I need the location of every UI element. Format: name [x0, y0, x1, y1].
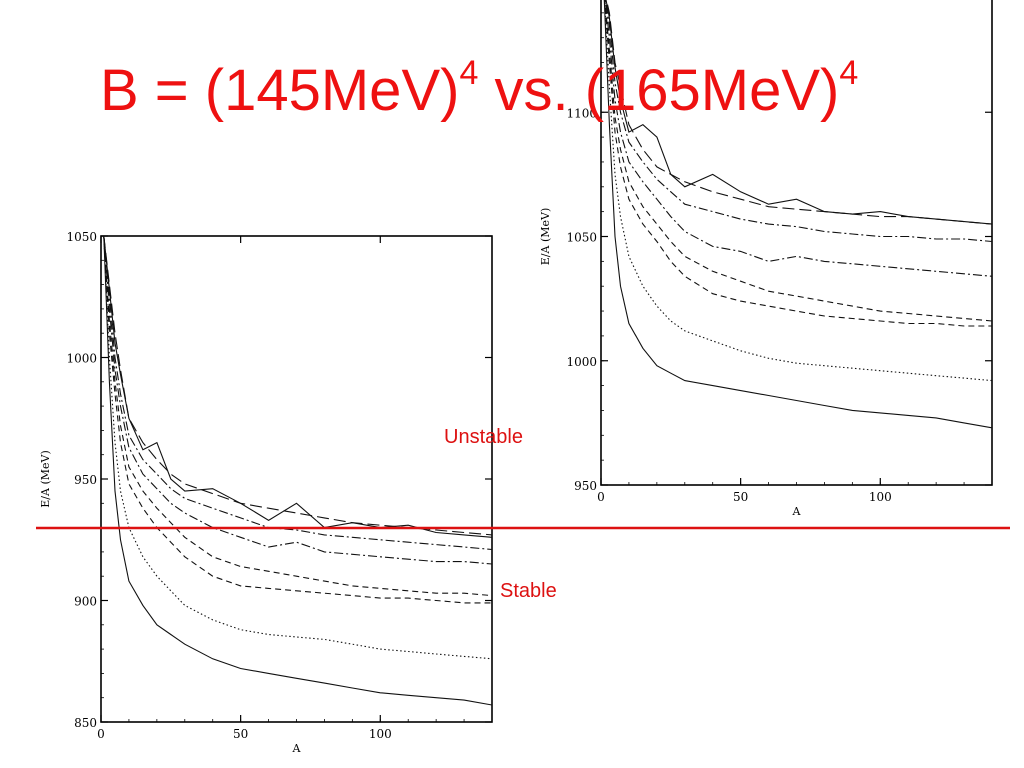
x-tick-label: 100	[369, 727, 392, 741]
stable-label: Stable	[500, 580, 557, 602]
series-line-2	[605, 0, 992, 225]
series-line-1	[605, 0, 992, 225]
title-part1: B = (145MeV)	[100, 58, 460, 123]
y-tick-label: 1100	[566, 106, 597, 120]
x-tick-label: 100	[869, 490, 892, 504]
right-plot: 950 1000 1050 1100 0 50 100 A E/A (MeV)	[539, 0, 993, 518]
title-exponent-2: 4	[839, 54, 859, 92]
series-line-8	[603, 0, 992, 429]
y-tick-label: 950	[74, 473, 97, 487]
series-line-5	[604, 0, 992, 322]
series-line-8	[103, 236, 492, 706]
y-tick-label: 1050	[66, 230, 97, 244]
x-axis-label: A	[792, 505, 802, 518]
x-axis-label: A	[292, 742, 302, 755]
title-exponent-1: 4	[459, 54, 479, 92]
title-part2: vs. (165MeV)	[478, 58, 840, 123]
x-tick-label: 50	[233, 727, 248, 741]
series-line-7	[103, 236, 492, 660]
plot-frame	[100, 235, 493, 723]
slide-title: B = (145MeV)4 vs. (165MeV)4	[100, 56, 858, 120]
y-tick-label: 1050	[566, 231, 597, 245]
y-tick-label: 900	[74, 595, 97, 609]
y-tick-label: 950	[574, 479, 597, 493]
series-line-6	[604, 0, 992, 327]
y-tick-label: 1000	[66, 352, 97, 366]
series-line-5	[103, 236, 492, 597]
series-line-4	[604, 0, 992, 277]
left-plot: 850 900 950 1000 1050 0 50 100 A E/A (MeV)	[39, 230, 493, 755]
y-axis-label: E/A (MeV)	[539, 208, 552, 265]
x-tick-label: 0	[597, 490, 605, 504]
unstable-label: Unstable	[444, 426, 523, 448]
series-line-6	[103, 236, 492, 604]
series-group	[603, 0, 992, 429]
series-line-3	[605, 0, 992, 243]
x-tick-label: 0	[97, 727, 105, 741]
x-tick-label: 50	[733, 490, 748, 504]
series-line-7	[603, 0, 992, 382]
y-axis-label: E/A (MeV)	[39, 450, 52, 507]
plot-frame	[600, 0, 993, 486]
series-line-3	[103, 236, 492, 551]
y-tick-label: 1000	[566, 355, 597, 369]
series-line-2	[103, 236, 492, 538]
series-line-4	[103, 236, 492, 565]
y-tick-label: 850	[74, 716, 97, 730]
